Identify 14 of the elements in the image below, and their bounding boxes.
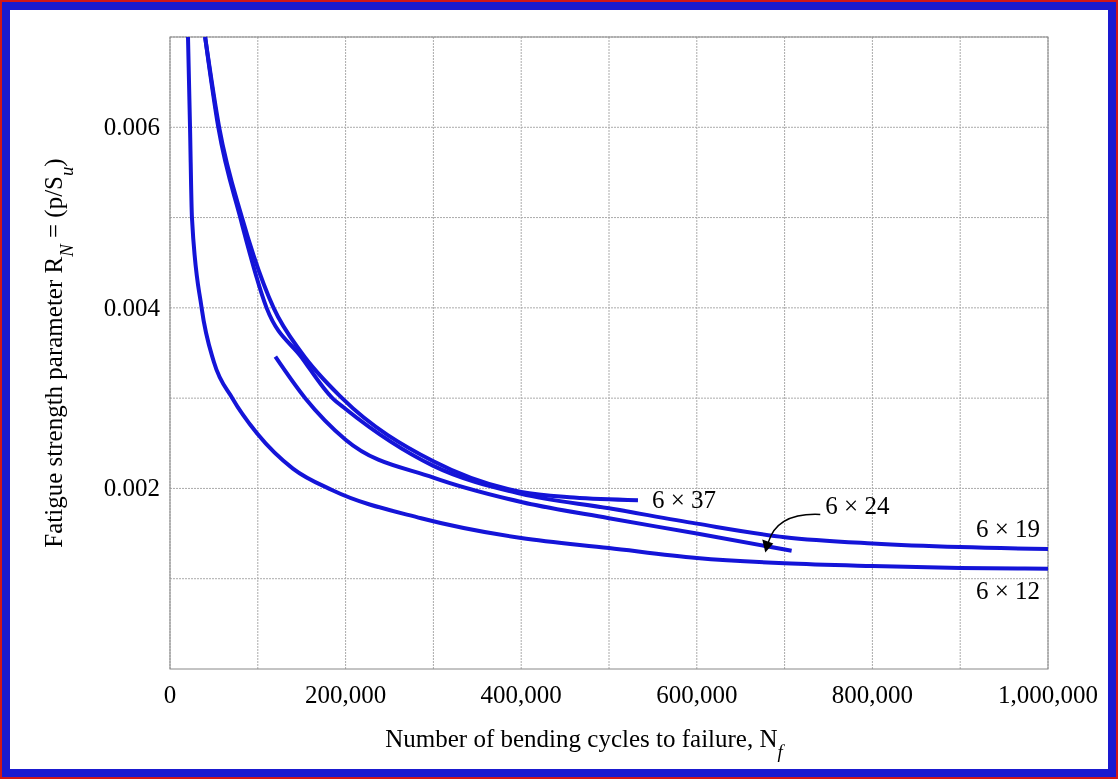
x-axis-title: Number of bending cycles to failure, N$_{f}$ (385, 725, 786, 762)
x-tick-label: 600,000 (656, 681, 738, 708)
annotation: 6 × 37 (651, 486, 717, 514)
x-tick-label: 200,000 (304, 681, 387, 708)
y-tick-label: 0.002 (103, 474, 160, 502)
annotation: 6 × 12 (975, 576, 1040, 604)
x-tick-label: 1,000,000 (998, 681, 1098, 708)
x-tick-label: 400,000 (480, 681, 562, 708)
annotation: 6 × 24 (825, 492, 890, 520)
y-tick-label: 0.006 (103, 113, 160, 141)
y-tick-label: 0.004 (103, 293, 161, 321)
annotation: 6 × 19 (975, 514, 1040, 542)
x-tick-label: 800,000 (831, 681, 914, 708)
x-tick-label: 0 (163, 681, 177, 708)
